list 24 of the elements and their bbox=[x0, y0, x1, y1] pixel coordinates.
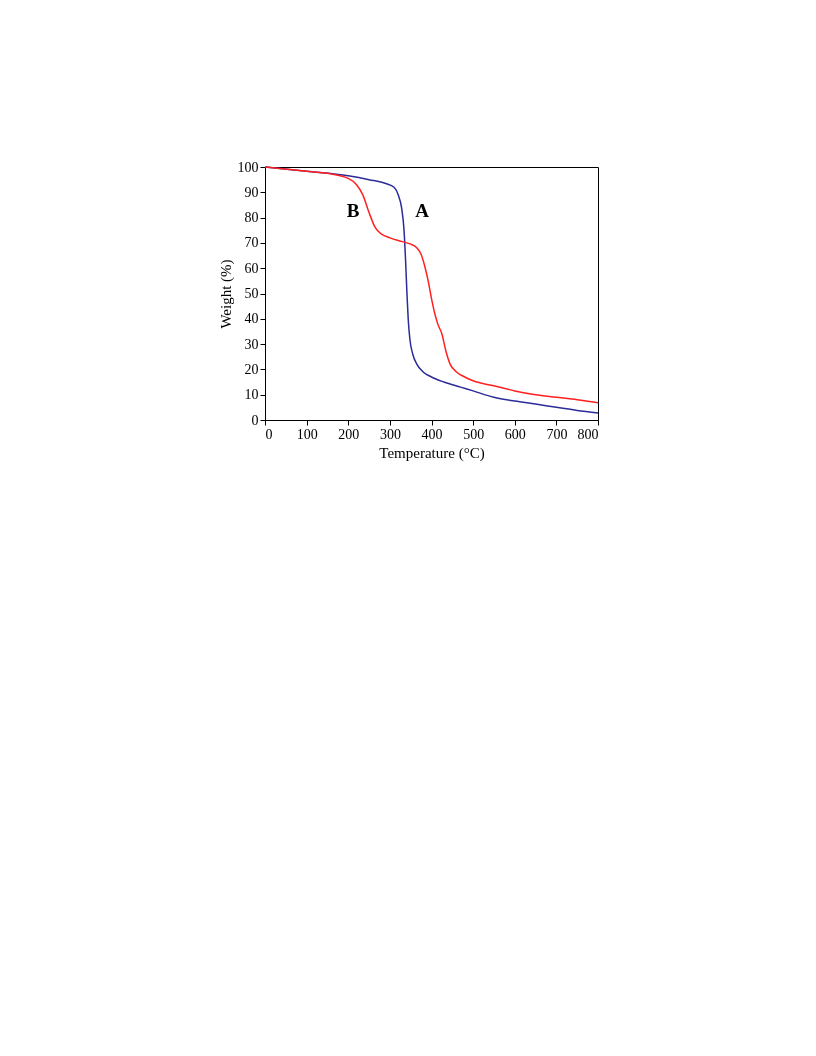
x-tick-label: 0 bbox=[265, 426, 273, 442]
x-tick-label: 200 bbox=[338, 426, 360, 442]
y-tick-label: 10 bbox=[244, 387, 259, 403]
x-tick-label: 100 bbox=[296, 426, 318, 442]
x-tick-label: 600 bbox=[504, 426, 526, 442]
x-tick-label: 500 bbox=[463, 426, 485, 442]
x-tick-label: 300 bbox=[379, 426, 401, 442]
y-tick-label: 50 bbox=[244, 286, 259, 301]
y-tick-label: 30 bbox=[244, 336, 259, 352]
y-tick-label: 40 bbox=[244, 311, 259, 327]
x-tick-label: 700 bbox=[546, 426, 568, 442]
y-tick-label: 60 bbox=[244, 260, 259, 276]
x-axis-title: Temperature (°C) bbox=[379, 444, 485, 462]
annotation: A bbox=[415, 200, 430, 221]
y-tick-label: 80 bbox=[244, 210, 259, 226]
x-tick-label: 400 bbox=[421, 426, 443, 442]
y-axis-title: Weight (%) bbox=[217, 259, 235, 329]
y-tick-label: 0 bbox=[251, 412, 259, 428]
y-tick-label: 90 bbox=[244, 184, 259, 200]
y-tick-label: 20 bbox=[244, 361, 259, 377]
y-tick-label: 100 bbox=[237, 159, 259, 175]
annotation: B bbox=[346, 200, 360, 221]
y-tick-label: 70 bbox=[244, 235, 259, 251]
x-tick-label: 800 bbox=[577, 426, 599, 442]
